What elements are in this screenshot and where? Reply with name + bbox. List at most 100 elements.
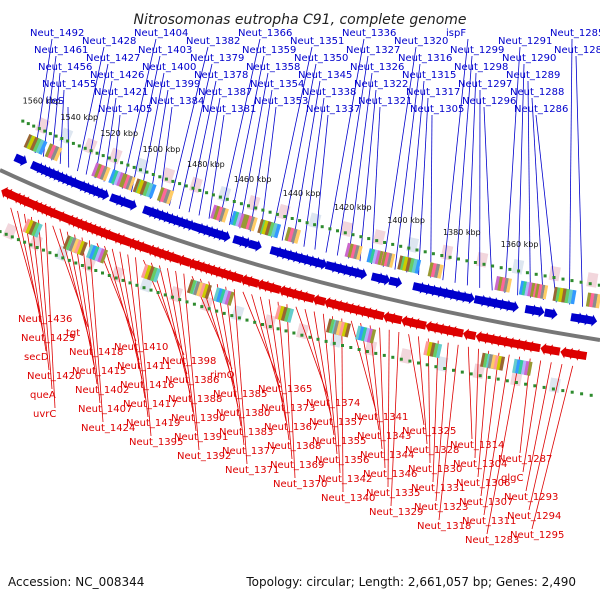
- leader-line: [66, 231, 95, 366]
- reverse-gene-label: Neut_1356: [315, 455, 369, 466]
- leader-line: [454, 55, 473, 283]
- reverse-gene-label: Neut_1402: [75, 385, 129, 396]
- track-dot: [305, 221, 309, 225]
- track-dot: [121, 278, 125, 282]
- leader-line: [432, 340, 439, 483]
- leader-line: [382, 46, 417, 267]
- reverse-gene-label: rimO: [210, 370, 235, 381]
- reverse-gene-label: Neut_1325: [402, 426, 456, 437]
- forward-gene-label: Neut_1298: [454, 62, 508, 73]
- track-dot: [178, 298, 182, 302]
- reverse-gene-label: Neut_1331: [411, 483, 465, 494]
- track-dot: [499, 266, 503, 270]
- forward-gene-label: Neut_1315: [402, 70, 456, 81]
- leader-line: [229, 55, 265, 226]
- leader-line: [31, 216, 50, 371]
- leader-line: [271, 46, 313, 238]
- leader-line: [260, 106, 277, 235]
- track-dot: [425, 363, 429, 367]
- reverse-gene-arrow: [229, 271, 244, 283]
- track-dot: [178, 182, 182, 186]
- forward-gene-label: Neut_1299: [450, 45, 504, 56]
- track-dot: [253, 320, 257, 324]
- forward-gene-label: Neut_1400: [142, 62, 196, 73]
- cog-category-block: [242, 214, 258, 232]
- leader-line: [387, 329, 390, 488]
- track-dot: [239, 202, 243, 206]
- forward-gene-label: Neut_1345: [298, 70, 352, 81]
- cog-category-block: [210, 204, 229, 223]
- track-dot: [391, 242, 395, 246]
- gc-band: [58, 127, 74, 145]
- forward-gene-arrow: [376, 273, 391, 286]
- reverse-gene-label: Neut_1311: [462, 516, 516, 527]
- forward-gene-arrow: [353, 268, 367, 280]
- reverse-gene-arrow: [177, 254, 192, 267]
- track-dot: [460, 370, 464, 374]
- reverse-gene-arrow: [527, 340, 541, 353]
- track-dot: [222, 311, 226, 315]
- track-dot: [589, 393, 593, 397]
- leader-line: [438, 344, 459, 521]
- leader-line: [517, 63, 525, 296]
- cog-category-block: [381, 251, 396, 268]
- reverse-gene-arrow: [137, 241, 152, 254]
- track-dot: [407, 246, 411, 250]
- track-dot: [423, 250, 427, 254]
- cog-category-block: [332, 320, 352, 338]
- reverse-gene-label: Neut_1386: [165, 375, 219, 386]
- reverse-gene-arrow: [547, 344, 561, 357]
- forward-gene-label: Neut_1456: [38, 62, 92, 73]
- reverse-gene-label: Neut_1420: [27, 371, 81, 382]
- track-dot: [94, 269, 98, 272]
- reverse-gene-label: Neut_1415: [72, 366, 126, 377]
- forward-gene-arrow: [13, 153, 27, 166]
- track-dot: [114, 276, 118, 280]
- genome-backbone: [0, 168, 600, 342]
- track-dot: [149, 288, 153, 292]
- forward-gene-label: Neut_1285: [550, 28, 600, 39]
- cog-category-block: [284, 226, 302, 244]
- reverse-gene-label: Neut_1383: [219, 427, 273, 438]
- track-dot: [382, 353, 386, 357]
- track-dot: [142, 286, 146, 290]
- leader-line: [74, 234, 98, 385]
- leader-line: [175, 270, 197, 432]
- track-dot: [126, 163, 130, 167]
- reverse-gene-label: Neut_1306: [456, 478, 510, 489]
- forward-gene-label: Neut_1421: [94, 87, 148, 98]
- leader-line: [466, 72, 477, 286]
- forward-gene-label: Neut_1359: [242, 45, 296, 56]
- track-dot: [434, 365, 438, 369]
- leader-line: [442, 38, 469, 281]
- reverse-gene-label: Neut_1392: [177, 451, 231, 462]
- tick-label: 1540 kbp: [60, 113, 98, 122]
- forward-gene-arrow: [237, 236, 252, 249]
- reverse-gene-label: Neut_1416: [120, 380, 174, 391]
- track-dot: [113, 158, 117, 162]
- cog-category-block: [22, 218, 43, 238]
- forward-gene-label: Neut_1379: [190, 53, 244, 64]
- track-dot: [399, 244, 403, 248]
- reverse-gene-label: Neut_1330: [408, 464, 462, 475]
- track-dot: [374, 351, 378, 355]
- track-dot: [561, 277, 565, 281]
- reverse-gene-label: Neut_1390: [171, 413, 225, 424]
- forward-gene-label: Neut_1320: [394, 36, 448, 47]
- track-dot: [552, 276, 556, 279]
- gc-band: [475, 251, 489, 268]
- track-dot: [543, 274, 547, 278]
- track-dot: [482, 262, 486, 266]
- track-dot: [107, 156, 111, 160]
- reverse-gene-label: Neut_1293: [504, 492, 558, 503]
- leader-line: [350, 320, 377, 412]
- track-dot: [443, 367, 447, 370]
- track-dot: [415, 248, 419, 252]
- reverse-gene-arrow: [573, 348, 588, 361]
- track-dot: [205, 191, 209, 195]
- forward-gene-label: Neut_1426: [90, 70, 144, 81]
- leader-line: [259, 296, 287, 422]
- forward-gene-label: Neut_1289: [506, 70, 560, 81]
- reverse-gene-arrow: [413, 318, 427, 330]
